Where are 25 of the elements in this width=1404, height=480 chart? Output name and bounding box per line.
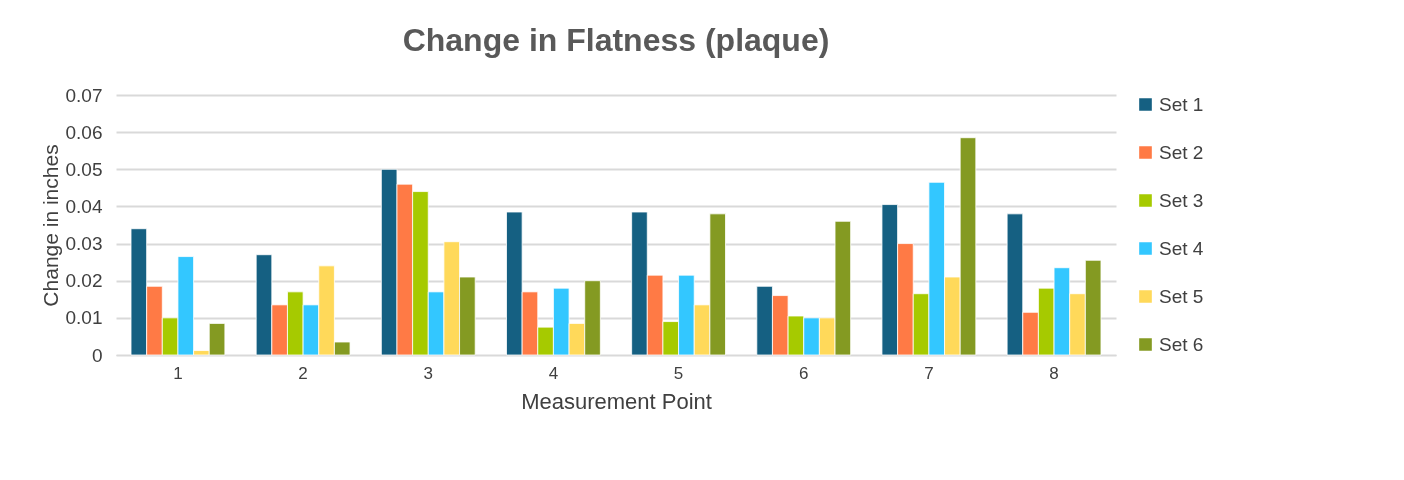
y-tick-label: 0.02 bbox=[65, 270, 103, 292]
legend-label: Set 2 bbox=[1159, 141, 1204, 163]
legend-label: Set 1 bbox=[1159, 93, 1204, 115]
x-tick-label: 2 bbox=[298, 363, 308, 383]
legend-label: Set 6 bbox=[1159, 333, 1204, 355]
x-tick-label: 3 bbox=[423, 363, 433, 383]
x-axis-title: Measurement Point bbox=[521, 388, 712, 414]
y-tick-label: 0.03 bbox=[65, 233, 103, 255]
x-tick-label: 8 bbox=[1049, 363, 1059, 383]
x-tick-label: 5 bbox=[673, 363, 684, 383]
chart-title: Change in Flatness (plaque) bbox=[402, 22, 830, 58]
y-tick-label: 0.01 bbox=[65, 307, 103, 329]
y-tick-label: 0.04 bbox=[65, 195, 103, 217]
legend-label: Set 4 bbox=[1159, 237, 1204, 259]
x-tick-label: 6 bbox=[799, 363, 809, 383]
y-tick-label: 0.07 bbox=[65, 84, 103, 106]
y-axis-title: Change in inches bbox=[38, 144, 62, 307]
y-tick-label: 0.06 bbox=[65, 121, 103, 143]
x-tick-label: 4 bbox=[548, 363, 559, 383]
legend-label: Set 5 bbox=[1159, 285, 1204, 307]
legend-label: Set 3 bbox=[1159, 189, 1204, 211]
y-tick-label: 0.05 bbox=[65, 158, 103, 180]
y-tick-label: 0 bbox=[91, 344, 103, 366]
x-tick-label: 1 bbox=[173, 363, 183, 383]
x-tick-label: 7 bbox=[924, 363, 934, 383]
